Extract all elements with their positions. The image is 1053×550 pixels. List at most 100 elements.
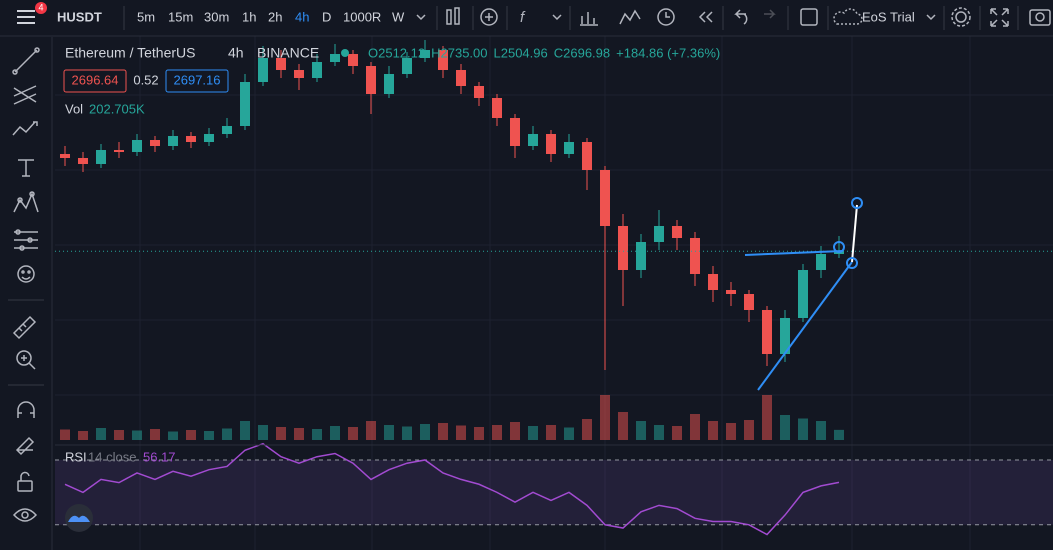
- candle-body: [186, 136, 196, 142]
- logo-mark: [68, 515, 90, 522]
- candle-body: [204, 134, 214, 142]
- volume-bar: [708, 421, 718, 440]
- volume-bar: [582, 419, 592, 440]
- candle-body: [402, 58, 412, 74]
- svg-text:f: f: [520, 9, 526, 26]
- volume-bar: [654, 425, 664, 440]
- volume-bar: [636, 421, 646, 440]
- candle-body: [600, 170, 610, 226]
- candle-body: [276, 58, 286, 70]
- spread: 0.52: [133, 72, 158, 87]
- exchange: BINANCE: [257, 45, 319, 61]
- candle-body: [114, 150, 124, 152]
- ohlc-value: +184.86 (+7.36%): [616, 45, 720, 60]
- top-toolbar: [0, 0, 1053, 36]
- vol-value: 202.705K: [89, 101, 145, 116]
- volume-bar: [240, 421, 250, 440]
- interval[interactable]: 1000R: [343, 9, 381, 24]
- volume-bar: [456, 425, 466, 440]
- symbol-name: Ethereum / TetherUS: [65, 45, 195, 61]
- volume-bar: [834, 429, 844, 440]
- candle-body: [582, 142, 592, 170]
- candle-body: [546, 134, 556, 154]
- volume-bar: [564, 427, 574, 440]
- volume-bar: [150, 429, 160, 440]
- toolbar-icons[interactable]: f: [123, 6, 1051, 30]
- ohlc-value: L2504.96: [494, 45, 548, 60]
- symbol[interactable]: HUSDT: [57, 9, 102, 24]
- volume-bar: [402, 426, 412, 440]
- ohlc-value: O2512.12: [368, 45, 425, 60]
- candle-body: [348, 54, 358, 66]
- candle-body: [726, 290, 736, 294]
- candle-body: [312, 62, 322, 78]
- candle-body: [420, 50, 430, 58]
- volume-bar: [204, 431, 214, 440]
- candle-body: [366, 66, 376, 94]
- volume-bar: [132, 430, 142, 440]
- volume-bar: [186, 430, 196, 440]
- interval[interactable]: D: [322, 9, 331, 24]
- candle-body: [672, 226, 682, 238]
- candle-body: [798, 270, 808, 318]
- candle-body: [78, 158, 88, 164]
- volume-bar: [780, 415, 790, 440]
- bid-price[interactable]: 2696.64: [72, 72, 119, 87]
- bid-box[interactable]: [63, 69, 127, 93]
- candle-body: [816, 254, 826, 270]
- candle-body: [384, 74, 394, 94]
- volume-bar: [168, 431, 178, 440]
- grid: [55, 36, 1053, 550]
- volume-bar: [438, 423, 448, 440]
- candle-body: [294, 70, 304, 78]
- volume-bar: [258, 425, 268, 440]
- rsi-label: RSI: [65, 449, 87, 464]
- ask-box[interactable]: [165, 69, 229, 93]
- candle-body: [528, 134, 538, 146]
- candle-body: [618, 226, 628, 270]
- legend: Ethereum / TetherUS 4h BINANCE O2512.12 H…: [63, 45, 720, 464]
- left-toolbar: [0, 37, 52, 550]
- interval[interactable]: 2h: [268, 9, 282, 24]
- interval-dropdown[interactable]: [416, 14, 426, 21]
- menu-button[interactable]: [17, 10, 35, 24]
- ask-price[interactable]: 2697.16: [174, 72, 221, 87]
- volume-bar: [330, 426, 340, 440]
- candle-body: [780, 318, 790, 354]
- volume-bar: [816, 421, 826, 440]
- volume-bar: [60, 429, 70, 440]
- interval[interactable]: 4h: [295, 9, 309, 24]
- volume-bar: [492, 425, 502, 440]
- candle-body: [690, 238, 700, 274]
- volume-bar: [384, 425, 394, 440]
- volume-bar: [114, 430, 124, 440]
- volume-bar: [276, 427, 286, 440]
- volume-bar: [222, 428, 232, 440]
- drawing-tools[interactable]: [8, 47, 44, 522]
- interval[interactable]: W: [392, 9, 405, 24]
- interval[interactable]: 1h: [242, 9, 256, 24]
- candle-body: [492, 98, 502, 118]
- candle-body: [744, 294, 754, 310]
- interval[interactable]: 15m: [168, 9, 193, 24]
- interval[interactable]: 30m: [204, 9, 229, 24]
- badge-count: 4: [38, 2, 43, 12]
- volume-bar: [672, 426, 682, 440]
- volume-bar: [78, 431, 88, 440]
- rsi-line: [64, 442, 840, 536]
- interval[interactable]: 5m: [137, 9, 155, 24]
- rsi-value: 56.17: [143, 449, 176, 464]
- badge: [35, 2, 47, 14]
- candle-body: [456, 70, 466, 86]
- volume-bar: [690, 414, 700, 440]
- trial-button[interactable]: EoS Trial: [862, 9, 915, 24]
- volume-bar: [510, 422, 520, 440]
- volume-bar: [312, 429, 322, 440]
- candle-body: [708, 274, 718, 290]
- candle-body: [240, 82, 250, 126]
- ohlc-value: C2696.98: [554, 45, 610, 60]
- candle-body: [132, 140, 142, 152]
- candle-body: [222, 126, 232, 134]
